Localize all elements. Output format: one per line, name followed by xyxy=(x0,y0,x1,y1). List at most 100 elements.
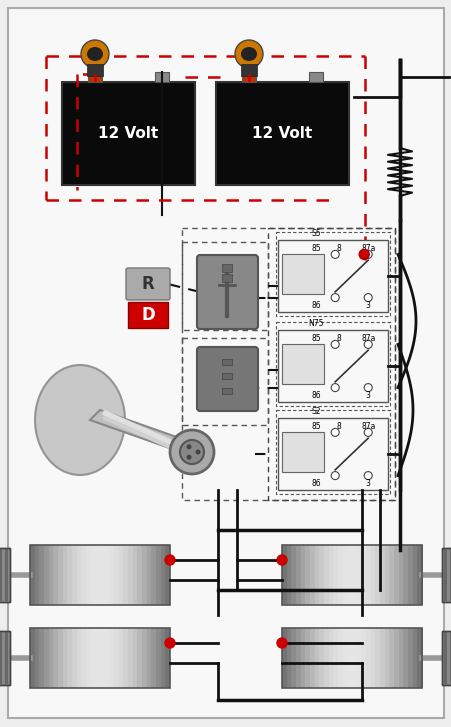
Bar xyxy=(222,387,232,393)
Bar xyxy=(360,545,366,605)
Bar xyxy=(119,628,124,688)
Bar xyxy=(109,628,114,688)
Circle shape xyxy=(179,440,203,464)
Bar xyxy=(142,628,147,688)
Bar xyxy=(91,628,96,688)
Circle shape xyxy=(331,340,338,348)
Bar xyxy=(402,545,408,605)
Bar xyxy=(72,628,77,688)
Text: 87a: 87a xyxy=(360,422,375,431)
Bar xyxy=(281,628,286,688)
Bar xyxy=(5,632,8,684)
Bar xyxy=(393,545,398,605)
Bar xyxy=(281,345,323,384)
Bar xyxy=(277,330,387,402)
Text: 85: 85 xyxy=(311,422,321,431)
Bar xyxy=(87,64,103,76)
Bar xyxy=(30,628,35,688)
Bar xyxy=(318,628,324,688)
Bar xyxy=(81,628,86,688)
Bar xyxy=(281,628,421,688)
Circle shape xyxy=(331,428,338,436)
Bar xyxy=(384,545,389,605)
Bar xyxy=(86,545,91,605)
Bar xyxy=(156,628,161,688)
Bar xyxy=(370,628,375,688)
Bar xyxy=(142,545,147,605)
Bar xyxy=(81,545,86,605)
Text: 3: 3 xyxy=(365,391,370,400)
Bar xyxy=(305,545,310,605)
Bar xyxy=(63,545,68,605)
Bar xyxy=(165,545,170,605)
Bar xyxy=(105,545,110,605)
Bar xyxy=(133,628,138,688)
Bar xyxy=(151,545,156,605)
Bar xyxy=(305,628,310,688)
Bar xyxy=(314,628,319,688)
Bar xyxy=(30,545,170,605)
Bar xyxy=(356,545,361,605)
Bar xyxy=(300,628,305,688)
Bar xyxy=(308,72,322,82)
Circle shape xyxy=(364,384,371,392)
Bar xyxy=(35,545,40,605)
Bar xyxy=(449,549,451,601)
Ellipse shape xyxy=(87,47,103,61)
Circle shape xyxy=(186,454,191,459)
Circle shape xyxy=(276,555,286,565)
Text: 86: 86 xyxy=(311,479,321,488)
Bar xyxy=(146,628,152,688)
Text: 12 Volt: 12 Volt xyxy=(252,126,312,141)
Text: 85: 85 xyxy=(311,244,321,253)
Bar xyxy=(342,545,347,605)
Bar xyxy=(35,628,40,688)
Bar xyxy=(146,545,152,605)
Bar xyxy=(49,545,54,605)
Circle shape xyxy=(170,430,213,474)
Bar xyxy=(393,628,398,688)
Bar xyxy=(277,418,387,490)
Bar xyxy=(337,545,342,605)
Bar xyxy=(151,628,156,688)
Bar xyxy=(5,549,8,601)
Bar xyxy=(443,632,446,684)
Bar xyxy=(388,628,394,688)
Bar xyxy=(309,628,314,688)
Bar xyxy=(91,545,96,605)
Bar xyxy=(277,240,387,312)
Bar xyxy=(114,628,119,688)
Bar xyxy=(222,373,232,379)
Bar xyxy=(44,628,49,688)
Bar xyxy=(155,72,169,82)
Bar xyxy=(365,628,370,688)
Bar xyxy=(0,631,10,685)
Bar xyxy=(160,545,166,605)
Bar xyxy=(281,545,286,605)
Bar xyxy=(416,628,422,688)
Bar xyxy=(216,82,348,185)
Bar xyxy=(160,628,166,688)
Text: R: R xyxy=(141,275,154,293)
Circle shape xyxy=(331,294,338,302)
Text: S2: S2 xyxy=(311,407,321,416)
Bar xyxy=(388,545,394,605)
FancyBboxPatch shape xyxy=(126,268,170,300)
Circle shape xyxy=(331,472,338,480)
Bar xyxy=(441,548,451,602)
FancyBboxPatch shape xyxy=(197,347,258,411)
Bar xyxy=(441,631,451,685)
Bar xyxy=(328,628,333,688)
Bar xyxy=(30,545,35,605)
Bar xyxy=(346,545,352,605)
Circle shape xyxy=(195,449,200,454)
Bar xyxy=(407,628,412,688)
Bar xyxy=(374,628,380,688)
Bar xyxy=(351,628,356,688)
Bar xyxy=(412,545,417,605)
Bar xyxy=(332,545,338,605)
Bar xyxy=(137,545,142,605)
Bar xyxy=(323,628,328,688)
Text: N75: N75 xyxy=(308,319,323,328)
Bar xyxy=(128,545,133,605)
